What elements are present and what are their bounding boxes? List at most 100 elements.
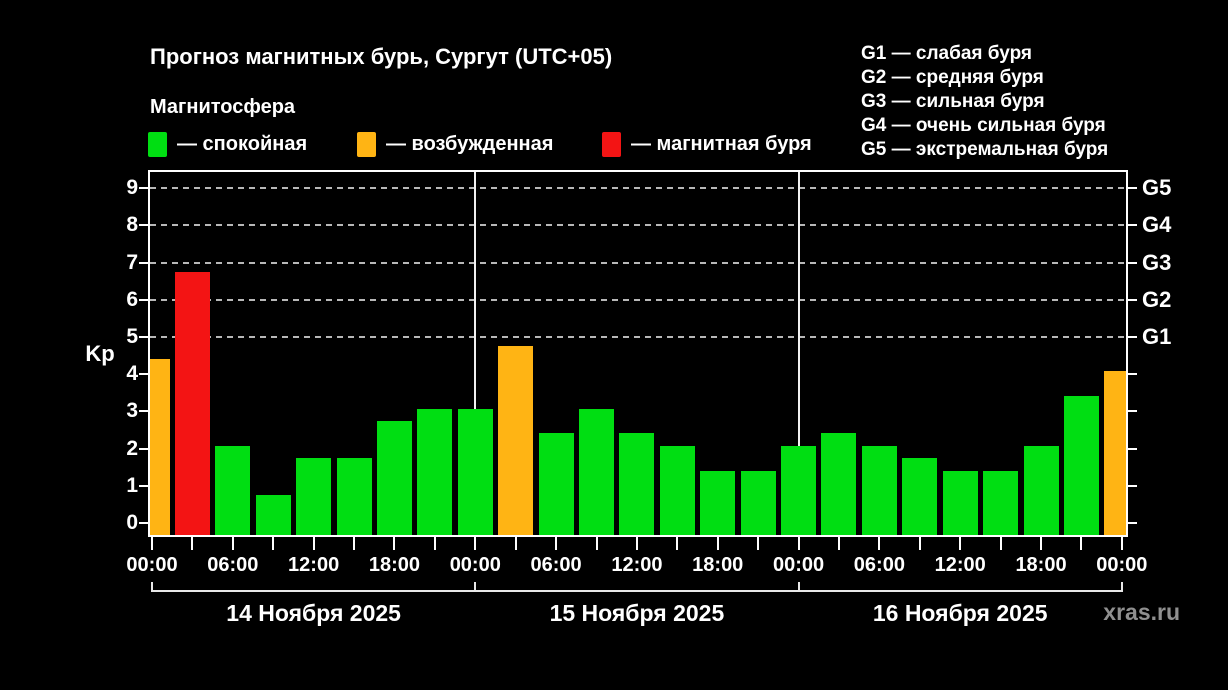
kp-bar bbox=[498, 346, 534, 535]
day-label: 15 Ноября 2025 bbox=[549, 600, 725, 626]
kp-bar bbox=[1023, 445, 1059, 535]
x-axis-tick bbox=[878, 537, 881, 550]
x-axis-tick bbox=[514, 537, 517, 550]
gridline-kp7 bbox=[150, 261, 1126, 264]
day-bracket bbox=[152, 590, 476, 592]
page-title: Прогноз магнитных бурь, Сургут (UTC+05) bbox=[150, 44, 613, 69]
right-axis-tick bbox=[1128, 373, 1137, 376]
x-axis-tick bbox=[595, 537, 598, 550]
y-axis-title: Kp bbox=[85, 341, 115, 366]
chart-subtitle: Магнитосфера bbox=[150, 96, 296, 118]
x-tick-label: 18:00 bbox=[368, 554, 421, 576]
x-tick-label: 12:00 bbox=[611, 554, 663, 576]
right-axis-tick bbox=[1128, 484, 1137, 487]
kp-bar bbox=[983, 470, 1019, 535]
kp-bar bbox=[538, 433, 574, 535]
y-tick-label: 8 bbox=[126, 213, 138, 237]
x-axis-tick bbox=[635, 537, 638, 550]
y-tick-label: 3 bbox=[126, 399, 138, 423]
legend-item-quiet: — спокойная bbox=[148, 130, 307, 158]
day-label: 16 Ноября 2025 bbox=[872, 600, 1048, 626]
kp-bar bbox=[336, 458, 372, 535]
y-axis-tick bbox=[139, 298, 148, 301]
x-axis-tick bbox=[151, 537, 153, 550]
g-axis-label: G1 bbox=[1142, 324, 1172, 349]
plot-area bbox=[148, 170, 1128, 537]
x-axis-tick bbox=[231, 537, 234, 550]
day-label: 14 Ноября 2025 bbox=[226, 600, 401, 626]
x-tick-label: 00:00 bbox=[449, 554, 501, 576]
kp-bar bbox=[700, 470, 736, 535]
storm-scale-item-g1: G1 — слабая буря bbox=[861, 43, 1033, 64]
legend-item-storm: — магнитная буря bbox=[602, 130, 812, 158]
g-axis-label: G5 bbox=[1142, 175, 1172, 201]
x-axis-tick bbox=[797, 537, 800, 550]
g-axis-label: G4 bbox=[1142, 212, 1172, 238]
x-axis-tick bbox=[555, 537, 558, 550]
x-axis-tick bbox=[474, 537, 477, 550]
x-axis-tick bbox=[959, 537, 962, 550]
x-tick-label: 00:00 bbox=[772, 554, 825, 576]
quiet-color-swatch-icon bbox=[148, 131, 167, 157]
watermark: xras.ru bbox=[1103, 599, 1180, 625]
y-axis-tick bbox=[139, 261, 148, 264]
y-axis-tick bbox=[139, 336, 148, 338]
storm-scale-item-g4: G4 — очень сильная буря bbox=[861, 115, 1106, 136]
legend-label-excited: — возбужденная bbox=[386, 132, 554, 155]
g-axis-label: G2 bbox=[1142, 286, 1172, 312]
x-tick-label: 00:00 bbox=[1096, 554, 1148, 576]
kp-bar bbox=[150, 359, 170, 535]
kp-bar bbox=[942, 470, 978, 535]
right-axis-tick bbox=[1128, 522, 1137, 524]
gridline-kp8 bbox=[150, 224, 1126, 227]
x-tick-label: 00:00 bbox=[126, 554, 178, 576]
kp-bar bbox=[861, 445, 897, 535]
kp-bar bbox=[376, 420, 412, 535]
kp-bar bbox=[619, 433, 655, 535]
kp-bar bbox=[296, 458, 332, 535]
x-tick-label: 18:00 bbox=[692, 554, 744, 576]
y-tick-label: 9 bbox=[126, 176, 138, 200]
kp-bar bbox=[457, 408, 493, 535]
legend-item-excited: — возбужденная bbox=[357, 130, 553, 158]
y-axis-tick bbox=[139, 373, 148, 376]
gridline-kp5 bbox=[150, 336, 1126, 338]
x-axis-tick bbox=[1120, 537, 1123, 550]
day-divider bbox=[474, 172, 477, 535]
x-tick-label: 12:00 bbox=[934, 554, 986, 576]
legend-label-storm: — магнитная буря bbox=[631, 132, 812, 155]
y-tick-label: 5 bbox=[126, 325, 138, 348]
right-axis-tick bbox=[1128, 261, 1137, 264]
storm-scale-legend: G1 — слабая буря G2 — средняя буря G3 — … bbox=[861, 42, 1108, 162]
kp-bar bbox=[902, 458, 938, 535]
day-divider bbox=[797, 172, 800, 535]
y-axis-tick bbox=[139, 187, 148, 190]
kp-bar bbox=[740, 470, 776, 535]
x-axis-tick bbox=[1080, 537, 1083, 550]
x-axis-tick bbox=[716, 537, 719, 550]
day-bracket-end bbox=[474, 582, 477, 592]
x-axis-tick bbox=[272, 537, 275, 550]
y-axis-tick bbox=[139, 484, 148, 487]
y-tick-label: 0 bbox=[126, 511, 138, 534]
day-bracket bbox=[798, 590, 1122, 592]
day-bracket bbox=[475, 590, 799, 592]
y-tick-label: 4 bbox=[126, 362, 138, 386]
y-tick-label: 1 bbox=[126, 473, 138, 497]
storm-scale-item-g3: G3 — сильная буря bbox=[861, 91, 1045, 112]
kp-bar bbox=[659, 445, 695, 535]
x-tick-label: 06:00 bbox=[207, 554, 259, 576]
y-axis-tick bbox=[139, 224, 148, 227]
right-axis-tick bbox=[1128, 187, 1137, 190]
kp-bar bbox=[1104, 371, 1126, 535]
y-tick-label: 7 bbox=[126, 250, 138, 274]
x-tick-label: 18:00 bbox=[1015, 554, 1067, 576]
x-axis-tick bbox=[191, 537, 194, 550]
plot-inner bbox=[150, 172, 1126, 535]
x-tick-label: 06:00 bbox=[853, 554, 905, 576]
kp-bar bbox=[1063, 396, 1099, 535]
x-axis-tick bbox=[757, 537, 760, 550]
gridline-kp6 bbox=[150, 298, 1126, 301]
x-tick-label: 12:00 bbox=[288, 554, 340, 576]
